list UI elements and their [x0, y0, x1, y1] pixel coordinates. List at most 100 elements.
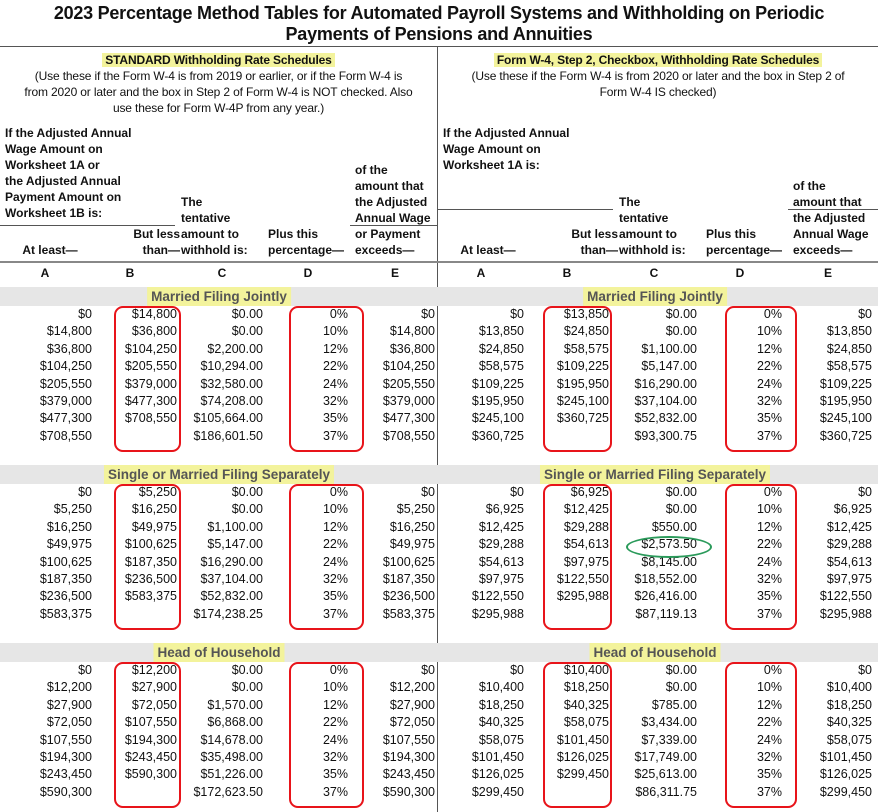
column-header-line: than—: [142, 243, 180, 257]
table-cell-d: 35%: [322, 767, 348, 782]
table-cell-b: $12,425: [563, 502, 609, 517]
column-header-line: the Adjusted: [355, 195, 428, 209]
table-cell-a: $40,325: [478, 715, 524, 730]
table-cell-c: $5,147.00: [207, 537, 263, 552]
table-cell-e: $16,250: [389, 519, 435, 534]
column-header-line: the Adjusted Annual: [5, 174, 121, 188]
column-header-e: of the amount that the Adjusted Annual Wage…: [793, 178, 878, 258]
table-cell-b: $72,050: [131, 697, 177, 712]
table-cell-c: $0.00: [665, 324, 697, 339]
table-cell-b: $58,075: [563, 715, 609, 730]
table-cell-d: 37%: [322, 606, 348, 621]
table-cell-a: $18,250: [478, 697, 524, 712]
table-cell-a: $360,725: [471, 428, 524, 443]
table-cell-a: $12,200: [46, 680, 92, 695]
table-cell-e: $109,225: [819, 376, 872, 391]
table-cell-d: 32%: [322, 750, 348, 764]
table-cell-c: $52,832.00: [200, 589, 263, 604]
table-cell-e: $0: [421, 485, 435, 499]
table-cell-e: $295,988: [819, 606, 872, 621]
table-cell-e: $12,200: [389, 680, 435, 695]
table-cell-e: $29,288: [826, 537, 872, 552]
table-cell-a: $0: [78, 485, 92, 499]
section-title: Head of Household: [153, 643, 285, 662]
table-cell-d: 12%: [756, 341, 782, 356]
table-cell-e: $583,375: [382, 606, 435, 621]
red-highlight-box-column-d: [725, 662, 797, 808]
table-cell-a: $299,450: [471, 784, 524, 799]
table-cell-e: $40,325: [826, 715, 872, 730]
table-cell-b: $243,450: [124, 750, 177, 764]
table-cell-d: 32%: [322, 572, 348, 586]
table-cell-a: $122,550: [471, 589, 524, 604]
table-cell-b: $16,250: [131, 502, 177, 517]
table-cell-c: $0.00: [665, 307, 697, 321]
table-cell-c: $51,226.00: [200, 767, 263, 782]
table-cell-b: $27,900: [131, 680, 177, 695]
green-highlight-circle: [626, 536, 712, 558]
table-cell-c: $87,119.13: [635, 606, 697, 621]
table-cell-b: $24,850: [563, 324, 609, 339]
table-cell-b: $13,850: [563, 307, 609, 321]
table-cell-b: $101,450: [556, 732, 609, 747]
table-cell-c: $0.00: [231, 680, 263, 695]
table-cell-e: $245,100: [819, 411, 872, 426]
table-cell-a: $0: [78, 307, 92, 321]
column-letter: C: [217, 266, 227, 280]
table-cell-c: $18,552.00: [634, 572, 697, 586]
table-cell-b: $54,613: [563, 537, 609, 552]
table-cell-b: $109,225: [556, 359, 609, 374]
table-cell-e: $107,550: [382, 732, 435, 747]
header-note: (Use these if the Form W-4 is from 2020 …: [471, 69, 845, 83]
table-cell-e: $299,450: [819, 784, 872, 799]
column-header-line: Plus this: [268, 227, 319, 241]
intro-rule: [0, 225, 175, 226]
section-band: [0, 287, 878, 306]
red-highlight-box-column-d: [725, 306, 797, 452]
table-cell-d: 37%: [322, 784, 348, 799]
table-cell-e: $5,250: [396, 502, 435, 517]
header-note: from 2020 or later and the box in Step 2…: [24, 85, 413, 99]
table-cell-d: 12%: [322, 697, 348, 712]
table-cell-b: $107,550: [124, 715, 177, 730]
table-cell-c: $37,104.00: [200, 572, 263, 586]
table-cell-d: 35%: [756, 767, 782, 782]
table-cell-b: $245,100: [556, 394, 609, 408]
column-letter: D: [735, 266, 745, 280]
checkbox-schedule-header: Form W-4, Step 2, Checkbox, Withholding …: [438, 52, 878, 100]
table-cell-d: 37%: [756, 784, 782, 799]
table-cell-e: $236,500: [382, 589, 435, 604]
title-line: 2023 Percentage Method Tables for Automa…: [53, 3, 825, 23]
table-cell-a: $0: [78, 663, 92, 677]
column-header-a: At least—: [448, 242, 528, 258]
table-cell-c: $0.00: [231, 307, 263, 321]
column-header-intro: If the Adjusted Annual Wage Amount on Work…: [443, 125, 613, 173]
table-cell-b: $194,300: [124, 732, 177, 747]
column-header-line: withhold is:: [181, 243, 248, 257]
table-cell-b: $379,000: [124, 376, 177, 391]
table-cell-b: $100,625: [124, 537, 177, 552]
table-cell-a: $100,625: [39, 554, 92, 569]
table-cell-c: $0.00: [231, 663, 263, 677]
table-cell-a: $0: [510, 307, 524, 321]
header-note: (Use these if the Form W-4 is from 2019 …: [34, 69, 403, 83]
table-cell-a: $245,100: [471, 411, 524, 426]
red-highlight-box-column-d: [725, 484, 797, 630]
table-cell-d: 24%: [322, 732, 348, 747]
table-cell-d: 0%: [763, 485, 782, 499]
table-cell-e: $477,300: [382, 411, 435, 426]
table-cell-e: $97,975: [826, 572, 872, 586]
table-cell-b: $14,800: [131, 307, 177, 321]
table-cell-d: 35%: [322, 411, 348, 426]
column-header-line: If the Adjusted Annual: [443, 126, 570, 140]
table-cell-d: 22%: [756, 715, 782, 730]
column-header-line: amount to: [619, 227, 677, 241]
table-cell-a: $54,613: [478, 554, 524, 569]
column-header-d: Plus this percentage—: [706, 226, 791, 258]
table-cell-c: $174,238.25: [193, 606, 263, 621]
table-cell-e: $36,800: [389, 341, 435, 356]
table-cell-e: $243,450: [382, 767, 435, 782]
table-cell-b: $295,988: [556, 589, 609, 604]
column-header-line: the Adjusted: [793, 211, 866, 225]
table-cell-c: $25,613.00: [634, 767, 697, 782]
